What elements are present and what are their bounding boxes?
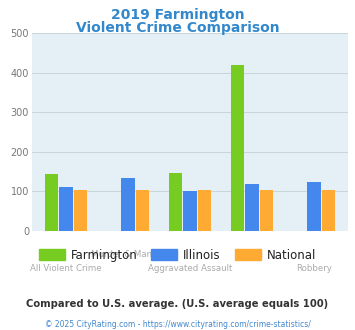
Bar [307,182,321,231]
Bar [245,184,259,231]
Bar [74,190,87,231]
Bar [260,190,273,231]
Text: Murder & Mans...: Murder & Mans... [91,250,165,259]
Text: All Violent Crime: All Violent Crime [30,264,102,273]
Bar [198,190,211,231]
Bar [322,190,335,231]
Bar [183,191,197,231]
Text: Violent Crime Comparison: Violent Crime Comparison [76,21,279,35]
Bar [169,173,182,231]
Bar [121,178,135,231]
Bar [45,174,58,231]
Legend: Farmington, Illinois, National: Farmington, Illinois, National [34,244,321,266]
Text: Aggravated Assault: Aggravated Assault [148,264,232,273]
Text: Rape: Rape [241,250,263,259]
Bar [59,187,73,231]
Bar [230,65,244,231]
Text: Robbery: Robbery [296,264,332,273]
Text: Compared to U.S. average. (U.S. average equals 100): Compared to U.S. average. (U.S. average … [26,299,329,309]
Text: 2019 Farmington: 2019 Farmington [111,8,244,22]
Text: © 2025 CityRating.com - https://www.cityrating.com/crime-statistics/: © 2025 CityRating.com - https://www.city… [45,320,310,329]
Bar [136,190,149,231]
